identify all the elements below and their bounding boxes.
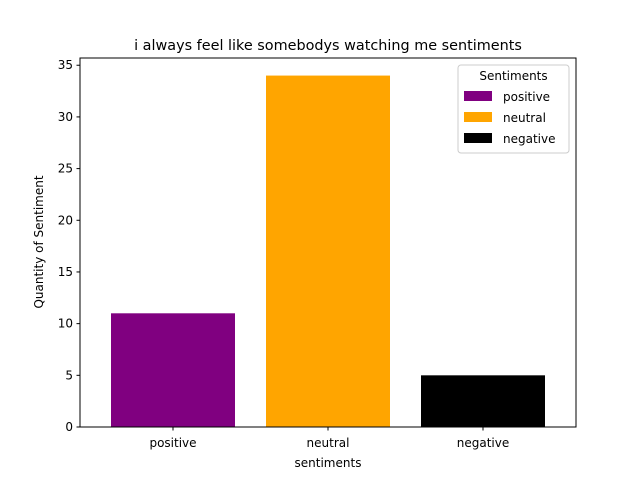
- y-tick-label: 25: [58, 162, 73, 176]
- y-tick-label: 20: [58, 213, 73, 227]
- bars-group: [111, 75, 545, 428]
- legend-label-negative: negative: [503, 132, 555, 146]
- legend-label-positive: positive: [503, 90, 550, 104]
- y-tick-label: 35: [58, 58, 73, 72]
- x-tick-label-negative: negative: [457, 436, 509, 450]
- legend-title: Sentiments: [479, 69, 547, 83]
- x-tick-label-positive: positive: [149, 436, 196, 450]
- chart-title: i always feel like somebodys watching me…: [134, 38, 522, 54]
- legend-box: [457, 64, 570, 154]
- legend-label-neutral: neutral: [503, 111, 546, 125]
- legend: Sentiments positive neutral negative: [457, 64, 570, 154]
- x-axis-label: sentiments: [295, 456, 362, 470]
- legend-swatch-positive: [464, 91, 492, 101]
- bar-neutral: [266, 75, 390, 428]
- y-tick-label: 10: [58, 317, 73, 331]
- y-tick-label: 15: [58, 265, 73, 279]
- y-tick-label: 5: [65, 368, 73, 382]
- legend-swatch-negative: [464, 133, 492, 143]
- legend-swatch-neutral: [464, 112, 492, 122]
- y-axis: 0 5 10 15 20 25 30 35: [58, 58, 80, 434]
- x-axis: positive neutral negative: [149, 427, 509, 450]
- y-tick-label: 30: [58, 110, 73, 124]
- y-tick-label: 0: [65, 420, 73, 434]
- x-tick-label-neutral: neutral: [307, 436, 350, 450]
- bar-negative: [421, 375, 545, 427]
- y-axis-label: Quantity of Sentiment: [32, 175, 46, 308]
- bar-positive: [111, 313, 235, 427]
